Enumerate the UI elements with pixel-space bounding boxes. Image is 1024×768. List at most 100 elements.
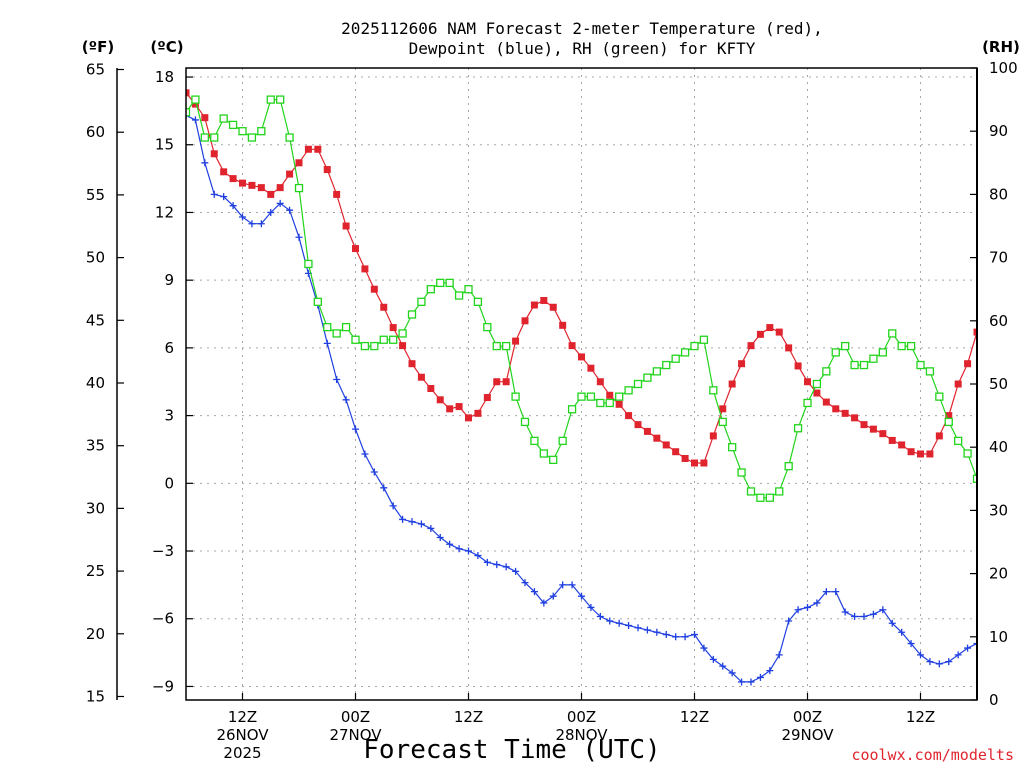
f-tick-label-3: 50 [86, 249, 105, 267]
dewpoint-point-56 [709, 655, 717, 663]
temperature-point-33 [493, 378, 501, 386]
x-tick-label-0-1: 26NOV [216, 726, 269, 744]
dewpoint-point-8 [257, 220, 265, 228]
dewpoint-point-27 [436, 533, 444, 541]
c-tick-label-7: −3 [152, 542, 174, 560]
rh-point-21 [379, 335, 388, 344]
temperature-point-51 [662, 441, 670, 449]
temperature-point-44 [596, 378, 604, 386]
rh-point-70 [841, 341, 850, 351]
rh-point-14 [313, 297, 322, 306]
dewpoint-point-47 [625, 622, 633, 630]
x-tick-label-3-1: 28NOV [555, 726, 608, 744]
temperature-point-71 [851, 414, 859, 422]
temperature-point-75 [888, 436, 896, 444]
c-tick-label-4: 6 [164, 339, 174, 357]
dewpoint-point-77 [907, 640, 915, 648]
temperature-point-52 [672, 448, 680, 456]
rh-point-52 [671, 354, 680, 363]
rh-point-5 [228, 120, 238, 130]
dewpoint-point-65 [794, 606, 802, 614]
rh-point-51 [662, 360, 671, 370]
temperature-point-30 [465, 414, 472, 422]
rh-point-53 [680, 348, 690, 357]
dewpoint-point-68 [822, 588, 830, 596]
dewpoint-point-59 [738, 678, 746, 686]
dewpoint-point-81 [945, 658, 953, 666]
temperature-point-35 [512, 337, 520, 345]
f-tick-label-2: 55 [86, 186, 105, 204]
rh-point-43 [586, 392, 596, 401]
rh-point-56 [709, 386, 718, 395]
rh-point-84 [972, 474, 977, 483]
rh-point-25 [417, 297, 426, 306]
dewpoint-point-78 [917, 651, 924, 659]
rh-point-46 [615, 392, 624, 401]
dewpoint-point-72 [860, 612, 868, 620]
x-tick-label-5-0: 00Z [793, 708, 822, 726]
temperature-point-32 [483, 394, 491, 402]
dewpoint-point-82 [954, 651, 962, 659]
temperature-point-49 [643, 427, 651, 435]
temperature-point-53 [681, 454, 689, 462]
dewpoint-point-32 [483, 558, 491, 566]
chart-title-line-0: 2025112606 NAM Forecast 2-meter Temperat… [341, 19, 823, 38]
rh-point-80 [935, 392, 944, 401]
c-tick-label-6: 0 [164, 474, 174, 492]
dewpoint-point-37 [530, 588, 538, 596]
dewpoint-point-40 [559, 581, 567, 589]
temperature-point-14 [314, 145, 322, 153]
temperature-point-40 [559, 321, 567, 329]
x-tick-label-5-1: 29NOV [781, 726, 834, 744]
dewpoint-point-53 [681, 633, 689, 641]
temperature-point-18 [352, 245, 359, 253]
dewpoint-point-6 [239, 213, 246, 221]
dewpoint-point-51 [662, 631, 670, 639]
rh-point-81 [944, 417, 953, 427]
rh-point-63 [775, 487, 784, 496]
x-tick-label-3-0: 00Z [567, 708, 596, 726]
f-tick-label-1: 60 [86, 123, 105, 141]
temperature-point-81 [945, 412, 953, 420]
rh-point-40 [558, 436, 567, 446]
temperature-point-36 [521, 317, 529, 325]
rh-point-65 [793, 424, 803, 433]
temperature-point-62 [766, 324, 774, 332]
rh-point-34 [502, 341, 511, 351]
dewpoint-point-61 [756, 673, 764, 681]
temperature-point-50 [653, 434, 661, 442]
rh-point-48 [633, 379, 643, 389]
temperature-point-48 [634, 421, 642, 429]
dewpoint-point-42 [578, 592, 585, 600]
rh-point-19 [360, 341, 370, 351]
dewpoint-point-5 [229, 202, 237, 210]
rh-point-67 [812, 379, 822, 389]
dewpoint-point-26 [427, 524, 435, 532]
dewpoint-point-28 [446, 540, 454, 548]
dewpoint-point-11 [286, 206, 294, 214]
temperature-point-29 [455, 403, 463, 411]
temperature-point-9 [267, 190, 275, 198]
temperature-point-34 [502, 378, 510, 386]
rh-point-26 [426, 285, 435, 294]
dewpoint-point-2 [201, 159, 209, 167]
rh-point-59 [737, 468, 746, 477]
dewpoint-point-16 [333, 375, 341, 383]
dewpoint-point-9 [267, 208, 275, 216]
rh-tick-label-1: 90 [989, 122, 1008, 140]
dewpoint-point-49 [643, 626, 651, 634]
dewpoint-point-1 [191, 116, 199, 124]
rh-point-62 [765, 493, 774, 502]
rh-tick-label-0: 100 [989, 59, 1018, 77]
temperature-point-28 [446, 405, 454, 413]
rh-point-83 [963, 449, 972, 458]
rh-point-17 [341, 322, 351, 332]
rh-tick-label-6: 40 [989, 438, 1008, 456]
dewpoint-point-34 [502, 563, 510, 571]
temperature-point-16 [333, 190, 341, 198]
rh-point-18 [351, 335, 360, 344]
rh-point-64 [784, 462, 793, 471]
rh-point-75 [888, 329, 897, 338]
temperature-point-64 [785, 344, 793, 352]
